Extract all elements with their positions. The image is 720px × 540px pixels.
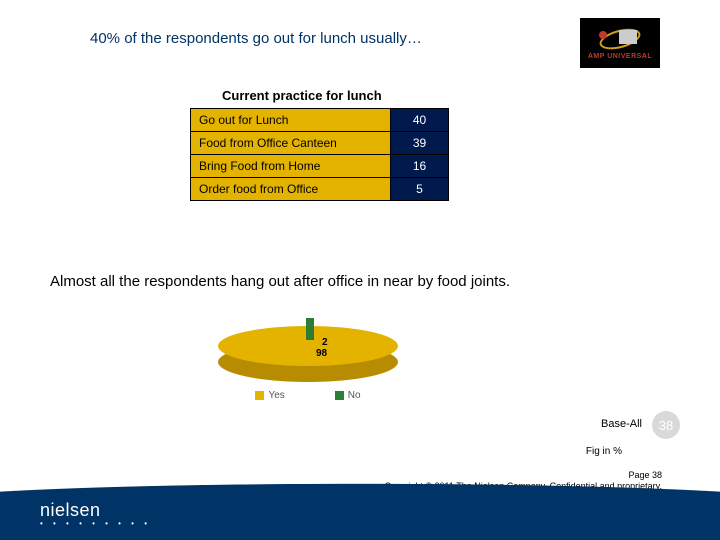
base-all-label: Base-All [601,418,642,430]
table-row: Go out for Lunch 40 [191,109,449,132]
legend-item-yes: Yes [255,390,284,401]
pie-data-labels: 2 98 [316,338,328,359]
figures-in-percent: Fig in % [586,446,622,457]
nielsen-logo-dots: • • • • • • • • • [40,519,151,528]
row-label: Food from Office Canteen [191,132,391,155]
logo-text: AMP UNIVERSAL [588,53,652,60]
pie-label-yes: 98 [316,349,328,360]
legend-label-yes: Yes [268,390,284,401]
legend-label-no: No [348,390,361,401]
page-number-bubble: 38 [652,411,680,439]
row-value: 39 [391,132,449,155]
row-value: 16 [391,155,449,178]
row-label: Order food from Office [191,178,391,201]
pie-body: 2 98 [218,326,398,382]
legend-swatch-yes [255,391,264,400]
legend-swatch-no [335,391,344,400]
nielsen-logo-text: nielsen [40,500,101,520]
pie-chart: 2 98 Yes No [208,308,408,418]
page-title: 40% of the respondents go out for lunch … [90,30,422,47]
table-title: Current practice for lunch [222,88,382,103]
logo-graphic [595,27,645,51]
pie-legend: Yes No [208,390,408,401]
row-value: 5 [391,178,449,201]
pie-slice-no [306,318,314,340]
row-label: Bring Food from Home [191,155,391,178]
table-row: Order food from Office 5 [191,178,449,201]
legend-item-no: No [335,390,361,401]
row-label: Go out for Lunch [191,109,391,132]
row-value: 40 [391,109,449,132]
table-row: Food from Office Canteen 39 [191,132,449,155]
footer-band: nielsen • • • • • • • • • [0,492,720,540]
lunch-practice-table: Go out for Lunch 40 Food from Office Can… [190,108,449,201]
pie-label-no: 2 [322,338,328,349]
subtitle: Almost all the respondents hang out afte… [50,273,510,290]
nielsen-logo: nielsen • • • • • • • • • [40,500,151,528]
table-row: Bring Food from Home 16 [191,155,449,178]
amp-universal-logo: AMP UNIVERSAL [580,18,660,68]
